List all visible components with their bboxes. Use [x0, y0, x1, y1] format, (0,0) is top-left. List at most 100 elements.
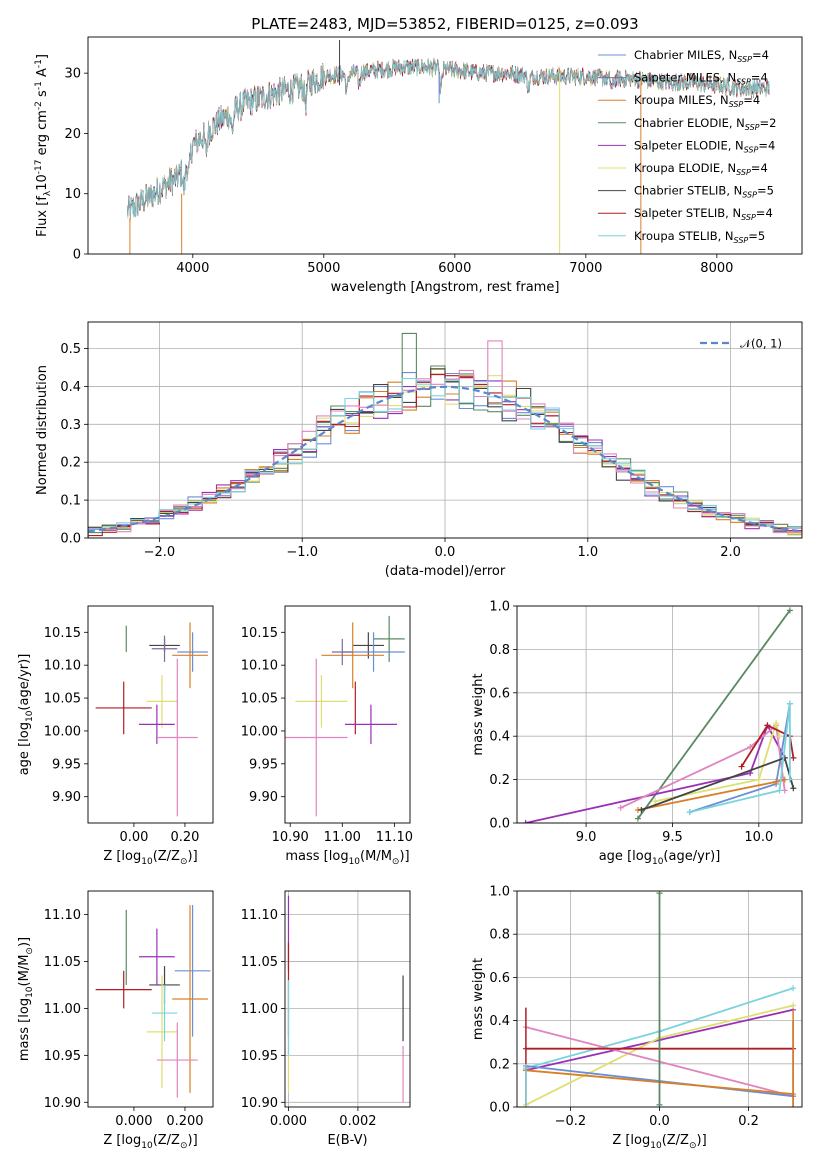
y-tick-label: 0: [73, 248, 81, 263]
x-tick-label: 6000: [438, 261, 471, 276]
errorbar-point: [139, 928, 175, 985]
y-tick-label: 0.1: [60, 494, 81, 509]
plot-area: [95, 622, 208, 817]
y-tick-label: 10.90: [241, 1096, 278, 1111]
panel-massweight_vs_age: 9.0 9.5 10.0 0.0 0.2 0.4 0.6 0.8 1.0 age [log10​(…: [471, 600, 803, 867]
weight-marker: [786, 700, 793, 707]
y-tick-label: 1.0: [489, 600, 510, 615]
weight-marker: [738, 763, 745, 770]
y-tick-label: 0.4: [489, 1014, 510, 1029]
legend-entry: Chabrier ELODIE, NSSP=2: [634, 116, 776, 132]
x-tick-label: 8000: [700, 261, 733, 276]
errorbar-point: [177, 632, 208, 672]
axes-frame: [87, 605, 214, 824]
errorbar-point: [172, 905, 208, 1093]
y-tick-label: 10.15: [44, 626, 81, 641]
y-tick-label: 10.90: [44, 1096, 81, 1111]
errorbar-point: [151, 635, 178, 662]
weight-marker: [781, 776, 788, 783]
y-tick-label: 0.5: [60, 342, 81, 357]
weight-marker: [755, 776, 762, 783]
weight-marker: [747, 744, 754, 751]
y-tick-label: 0.6: [489, 686, 510, 701]
y-tick-label: 11.05: [241, 955, 278, 970]
errorbar-point: [295, 675, 348, 728]
weight-marker: [790, 985, 797, 992]
panel-age_vs_Z: 0.00 0.20 9.90 9.95 10.00 10.05 10.10 10.15 Z [l…: [17, 605, 214, 867]
x-tick-label: 11.00: [324, 830, 361, 845]
axes-frame: [516, 605, 803, 824]
x-axis-label: (data-model)/error: [385, 564, 506, 579]
panel-massweight_vs_Z: −0.2 0.0 0.2 0.0 0.2 0.4 0.6 0.8 1.0 Z [log10​(Z/…: [471, 885, 803, 1151]
y-tick-label: 9.90: [249, 790, 278, 805]
y-tick-label: 10.05: [241, 692, 278, 707]
y-tick-label: 0.2: [489, 773, 510, 788]
weight-marker: [786, 607, 793, 614]
errorbar-point: [146, 675, 178, 728]
weight-marker: [617, 804, 624, 811]
x-tick-label: 9.5: [662, 830, 683, 845]
panel-age_vs_mass: 10.90 11.00 11.10 9.90 9.95 10.00 10.05 10.10 10…: [241, 605, 413, 867]
axes-frame: [87, 36, 803, 255]
panel-mass_vs_EBV: 0.000 0.002 10.90 10.95 11.00 11.05 11.10 E(B-V…: [241, 890, 411, 1148]
legend-entry: Kroupa ELODIE, NSSP=4: [634, 161, 768, 177]
x-axis-label: Z [log10​(Z/Z⊙​)]: [612, 1133, 706, 1151]
panel-mass_vs_Z: 0.000 0.200 10.90 10.95 11.00 11.05 11.10 Z [lo…: [17, 890, 214, 1151]
weight-marker: [790, 754, 797, 761]
x-tick-label: 11.10: [376, 830, 413, 845]
y-tick-label: 10.00: [44, 724, 81, 739]
y-axis-label: age [log10​(age/yr)]: [17, 654, 35, 776]
y-axis-label: Flux [fλ​10-17​ erg cm-2​ s-1​ A-1​]: [34, 54, 53, 237]
weight-marker: [773, 720, 780, 727]
plot-area: [287, 895, 404, 1103]
errorbar-point: [321, 622, 384, 689]
x-tick-label: 0.0: [435, 545, 456, 560]
x-axis-label: mass [log10​(M/M⊙​)]: [285, 849, 409, 867]
weight-marker: [638, 806, 645, 813]
y-tick-label: 9.90: [52, 790, 81, 805]
y-axis-label: mass [log10​(M/M⊙​)]: [17, 937, 35, 1061]
weight-marker: [776, 733, 783, 740]
weight-line: [637, 609, 791, 820]
legend-entry: Salpeter MILES, NSSP=4: [634, 71, 768, 87]
spectrum-line-kroupa-stelib: [126, 59, 770, 219]
weight-marker: [786, 776, 793, 783]
y-tick-label: 11.05: [44, 955, 81, 970]
legend-entry: 𝒩(0, 1): [740, 337, 782, 351]
y-tick-label: 10.95: [44, 1049, 81, 1064]
normal-reference-curve: [88, 385, 802, 533]
y-tick-label: 0.2: [489, 1057, 510, 1072]
legend-entry: Chabrier MILES, NSSP=4: [634, 48, 769, 64]
errorbar-point: [139, 704, 175, 745]
x-tick-label: 5000: [307, 261, 340, 276]
weight-marker: [634, 815, 641, 822]
x-axis-label: age [log10​(age/yr)]: [599, 849, 721, 867]
errorbar-point: [172, 622, 208, 689]
x-axis-label: Z [log10​(Z/Z⊙​)]: [103, 1133, 197, 1151]
plot-area: [522, 607, 797, 823]
x-tick-label: −0.2: [555, 1114, 587, 1129]
figure-title: PLATE=2483, MJD=53852, FIBERID=0125, z=0…: [251, 15, 638, 33]
y-tick-label: 11.10: [241, 908, 278, 923]
y-tick-label: 0.4: [489, 730, 510, 745]
weight-line: [525, 723, 786, 823]
plot-area: [285, 615, 405, 817]
x-tick-label: 9.0: [576, 830, 597, 845]
x-axis-label: Z [log10​(Z/Z⊙​)]: [103, 849, 197, 867]
errorbar-point: [352, 632, 384, 659]
y-tick-label: 0.8: [489, 928, 510, 943]
y-tick-label: 0.0: [489, 817, 510, 832]
y-tick-label: 0.0: [489, 1101, 510, 1116]
legend-entry: Chabrier STELIB, NSSP=5: [634, 184, 774, 200]
weight-marker: [764, 722, 771, 729]
y-tick-label: 10.00: [241, 724, 278, 739]
legend-entry: Kroupa STELIB, NSSP=5: [634, 229, 765, 245]
y-tick-label: 10.15: [241, 626, 278, 641]
errorbar-point: [344, 704, 397, 745]
x-tick-label: −1.0: [286, 545, 318, 560]
x-tick-label: 0.200: [166, 1114, 203, 1129]
weight-marker: [790, 785, 797, 792]
errorbar-point: [151, 984, 178, 1042]
x-tick-label: 10.0: [744, 830, 773, 845]
